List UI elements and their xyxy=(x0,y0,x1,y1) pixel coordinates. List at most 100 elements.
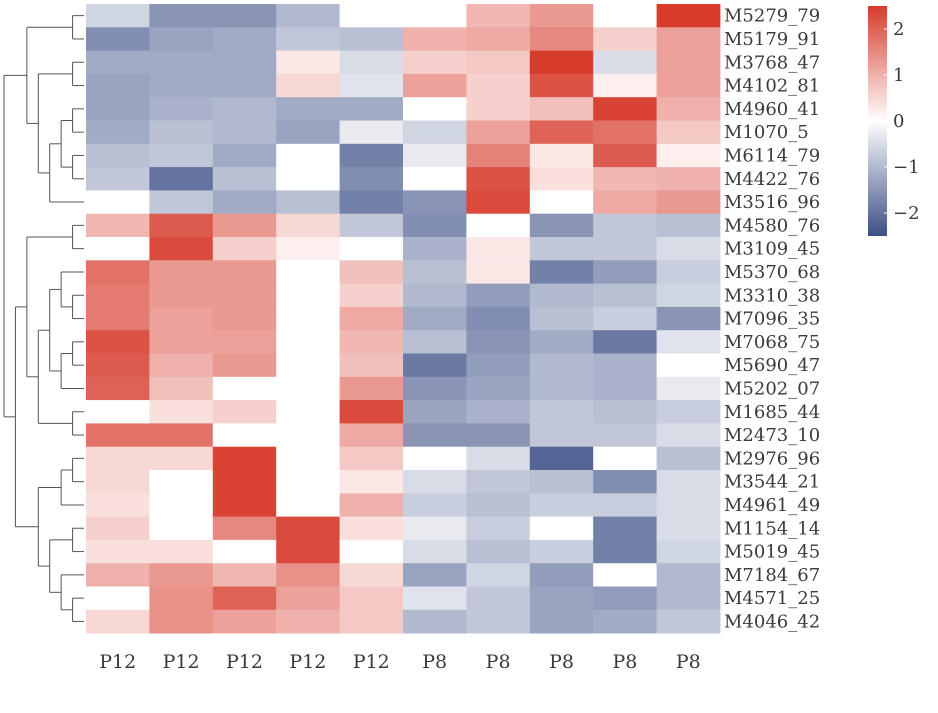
heatmap-cell xyxy=(212,143,277,168)
heatmap-cell xyxy=(149,120,214,145)
heatmap-cell xyxy=(403,539,467,564)
heatmap-cell xyxy=(466,143,531,168)
heatmap-cell xyxy=(593,470,657,494)
heatmap-cell xyxy=(529,539,594,564)
heatmap-cell xyxy=(403,237,467,261)
heatmap-cell xyxy=(86,516,150,541)
heatmap-cell xyxy=(339,493,404,517)
heatmap-cell xyxy=(149,539,214,564)
heatmap-cell xyxy=(403,376,467,401)
heatmap-cell xyxy=(276,609,340,634)
heatmap-cell xyxy=(656,353,721,378)
heatmap-cell xyxy=(403,283,467,308)
heatmap-cell xyxy=(529,493,594,517)
heatmap-cell xyxy=(403,609,467,634)
row-label: M3310_38 xyxy=(724,285,820,306)
heatmap-cell xyxy=(86,586,150,611)
color-scale-legend: 2 1 0 −1 −2 xyxy=(868,6,920,236)
heatmap-cell xyxy=(86,50,150,75)
heatmap-cell xyxy=(212,446,277,471)
heatmap-cells xyxy=(86,4,721,634)
heatmap-cell xyxy=(212,260,277,284)
heatmap-cell xyxy=(339,50,404,75)
row-label: M4102_81 xyxy=(724,76,820,97)
heatmap-cell xyxy=(656,237,721,261)
legend-tick-label: −1 xyxy=(893,157,920,178)
heatmap-cell xyxy=(212,470,277,494)
heatmap-cell xyxy=(212,330,277,354)
heatmap-cell xyxy=(593,97,657,121)
row-label: M3516_96 xyxy=(724,192,820,213)
heatmap-cell xyxy=(529,260,594,284)
heatmap-cell xyxy=(276,330,340,354)
heatmap-cell xyxy=(593,516,657,541)
heatmap-cell xyxy=(276,400,340,424)
heatmap-cell xyxy=(466,330,531,354)
heatmap-cell xyxy=(86,423,150,448)
heatmap-cell xyxy=(529,586,594,611)
heatmap-cell xyxy=(149,73,214,98)
heatmap-cell xyxy=(86,609,150,634)
heatmap-cell xyxy=(86,446,150,471)
heatmap-cell xyxy=(212,609,277,634)
heatmap-cell xyxy=(466,306,531,331)
heatmap-cell xyxy=(339,446,404,471)
heatmap-cell xyxy=(466,539,531,564)
heatmap-cell xyxy=(656,213,721,238)
heatmap-cell xyxy=(403,446,467,471)
heatmap-cell xyxy=(149,143,214,168)
heatmap-cell xyxy=(86,190,150,215)
heatmap-cell xyxy=(339,213,404,238)
row-dendrogram xyxy=(3,15,84,622)
heatmap-cell xyxy=(593,143,657,168)
heatmap-cell xyxy=(529,423,594,448)
heatmap-cell xyxy=(593,400,657,424)
heatmap-cell xyxy=(529,446,594,471)
heatmap-cell xyxy=(656,306,721,331)
heatmap-cell xyxy=(149,330,214,354)
column-label: P8 xyxy=(549,651,574,673)
heatmap-cell xyxy=(403,120,467,145)
heatmap-cell xyxy=(276,353,340,378)
heatmap-cell xyxy=(466,516,531,541)
heatmap-cell xyxy=(212,120,277,145)
row-label: M5019_45 xyxy=(724,542,820,563)
heatmap-cell xyxy=(403,27,467,51)
heatmap-cell xyxy=(149,97,214,121)
heatmap-cell xyxy=(276,73,340,98)
heatmap-cell xyxy=(403,260,467,284)
row-label: M1154_14 xyxy=(724,518,820,539)
heatmap-cell xyxy=(339,73,404,98)
heatmap-cell xyxy=(276,586,340,611)
heatmap-cell xyxy=(86,283,150,308)
heatmap-cell xyxy=(466,283,531,308)
heatmap-cell xyxy=(593,283,657,308)
heatmap-cell xyxy=(86,563,150,587)
column-label: P12 xyxy=(353,651,390,673)
heatmap-cell xyxy=(656,73,721,98)
heatmap-cell xyxy=(276,190,340,215)
row-label: M5202_07 xyxy=(724,378,820,399)
heatmap-cell xyxy=(339,4,404,28)
legend-tick-label: 1 xyxy=(893,65,904,86)
row-label: M7068_75 xyxy=(724,332,820,353)
heatmap-cell xyxy=(656,260,721,284)
heatmap-cell xyxy=(529,4,594,28)
heatmap-cell xyxy=(656,423,721,448)
heatmap-cell xyxy=(656,446,721,471)
heatmap-cell xyxy=(529,120,594,145)
heatmap-cell xyxy=(149,400,214,424)
heatmap-cell xyxy=(86,143,150,168)
heatmap-cell xyxy=(339,563,404,587)
heatmap-cell xyxy=(403,516,467,541)
heatmap-cell xyxy=(149,260,214,284)
heatmap-cell xyxy=(339,120,404,145)
legend-tick-label: 0 xyxy=(893,111,904,132)
heatmap-cell xyxy=(593,446,657,471)
heatmap-cell xyxy=(593,260,657,284)
heatmap-cell xyxy=(656,400,721,424)
heatmap-cell xyxy=(403,143,467,168)
heatmap-cell xyxy=(86,97,150,121)
heatmap-cell xyxy=(276,376,340,401)
